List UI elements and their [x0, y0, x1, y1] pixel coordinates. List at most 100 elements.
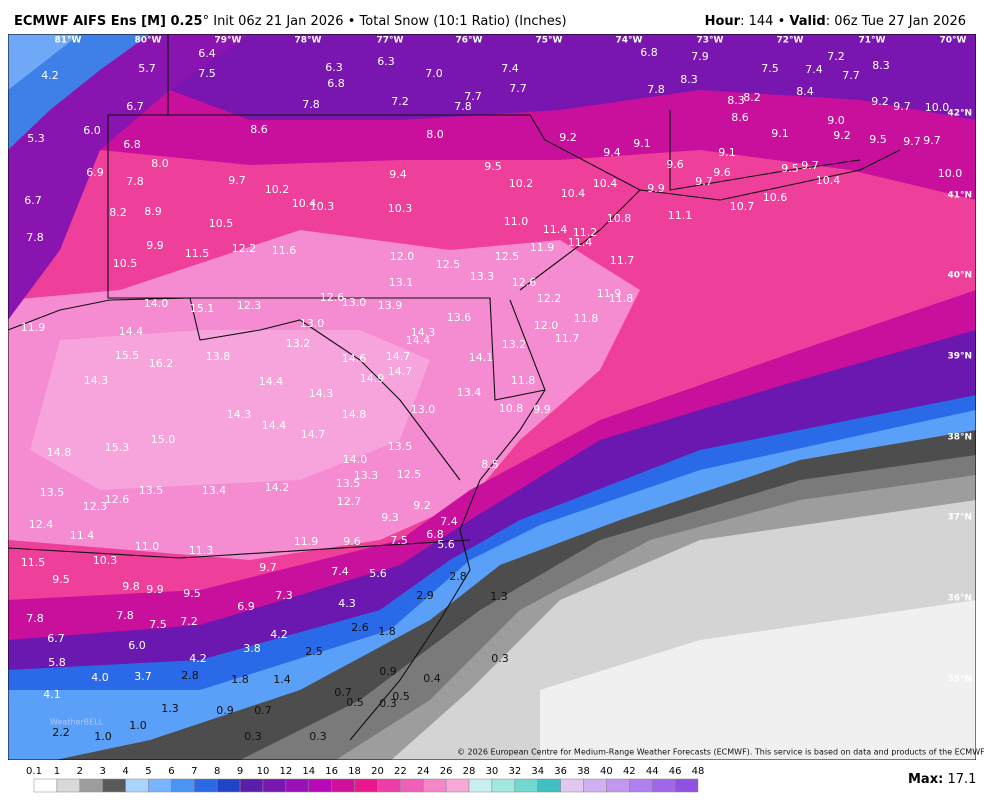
snow-amount: 10.3	[93, 554, 118, 567]
snow-amount: 6.0	[83, 124, 101, 137]
legend-swatch	[102, 778, 126, 793]
snow-amount: 1.3	[490, 590, 508, 603]
snow-amount: 6.9	[237, 600, 255, 613]
snow-amount: 12.4	[29, 518, 54, 531]
header-title: ECMWF AIFS Ens [M] 0.25° Init 06z 21 Jan…	[14, 14, 567, 29]
snow-amount: 7.4	[805, 63, 823, 76]
snow-amount: 7.8	[454, 100, 472, 113]
legend-swatch	[651, 778, 676, 793]
snow-amount: 10.2	[265, 183, 290, 196]
snow-amount: 7.8	[26, 231, 44, 244]
snow-amount: 13.0	[411, 403, 436, 416]
longitude-label: 72°W	[777, 36, 804, 46]
legend-tick-label: 34	[531, 766, 544, 777]
snow-amount: 15.1	[190, 302, 215, 315]
latitude-label: 41°N	[947, 191, 972, 201]
snow-amount: 1.4	[273, 673, 291, 686]
longitude-label: 78°W	[295, 36, 322, 46]
snow-amount: 9.6	[343, 535, 361, 548]
snow-amount: 9.7	[801, 159, 819, 172]
snow-amount: 6.7	[126, 100, 144, 113]
snow-amount: 8.3	[872, 59, 890, 72]
snow-amount: 12.6	[512, 276, 537, 289]
legend-tick-label: 28	[463, 766, 476, 777]
snow-amount: 0.5	[346, 696, 364, 709]
snow-amount: 8.6	[250, 123, 268, 136]
snow-amount: 1.8	[231, 673, 249, 686]
snow-amount: 4.2	[41, 69, 59, 82]
snow-amount: 14.9	[360, 372, 385, 385]
snow-amount: 7.5	[198, 67, 216, 80]
snow-amount: 11.0	[135, 540, 160, 553]
snow-amount: 13.8	[206, 350, 231, 363]
snow-amount: 6.8	[327, 77, 345, 90]
latitude-label: 37°N	[947, 513, 972, 523]
snow-amount: 6.9	[86, 166, 104, 179]
legend-tick-label: 38	[577, 766, 590, 777]
snow-amount: 4.2	[189, 652, 207, 665]
legend-swatch	[194, 778, 218, 793]
snow-amount: 9.8	[122, 580, 140, 593]
init: Init 06z 21 Jan 2026	[213, 14, 343, 29]
longitude-label: 70°W	[940, 36, 967, 46]
snow-amount: 14.4	[406, 334, 431, 347]
hour: : 144	[740, 14, 773, 29]
legend-tick-label: 48	[692, 766, 705, 777]
snow-amount: 6.8	[123, 138, 141, 151]
legend-tick-label: 16	[325, 766, 338, 777]
snow-amount: 9.1	[771, 127, 789, 140]
snow-amount: 12.5	[436, 258, 461, 271]
snow-amount: 13.9	[378, 299, 403, 312]
snow-amount: 9.9	[647, 182, 665, 195]
snow-amount: 0.5	[392, 690, 410, 703]
snow-shade	[540, 600, 976, 760]
legend-swatch	[125, 778, 149, 793]
snow-amount: 13.5	[139, 484, 164, 497]
legend-tick-label: 46	[669, 766, 682, 777]
legend-tick-label: 20	[371, 766, 384, 777]
snow-amount: 10.5	[113, 257, 138, 270]
snow-amount: 13.2	[286, 337, 311, 350]
snow-amount: 5.6	[437, 538, 455, 551]
snow-amount: 10.5	[209, 217, 234, 230]
snow-amount: 14.7	[386, 350, 411, 363]
snow-amount: 12.2	[232, 242, 257, 255]
snow-amount: 7.2	[391, 95, 409, 108]
snow-amount: 8.2	[109, 206, 127, 219]
snow-shade	[8, 34, 150, 150]
snow-amount: 10.3	[310, 200, 335, 213]
legend-swatch	[445, 778, 470, 793]
snow-amount: 9.2	[413, 499, 431, 512]
snow-amount: 13.3	[354, 469, 379, 482]
snow-amount: 11.9	[530, 241, 555, 254]
latitude-label: 40°N	[947, 271, 972, 281]
snow-amount: 13.4	[457, 386, 482, 399]
snow-amount: 9.6	[713, 166, 731, 179]
snow-amount: 13.6	[447, 311, 472, 324]
snow-amount: 11.8	[511, 374, 536, 387]
snow-amount: 9.5	[484, 160, 502, 173]
snow-amount: 7.7	[842, 69, 860, 82]
snow-amount: 10.3	[388, 202, 413, 215]
latitude-label: 39°N	[947, 352, 972, 362]
snow-amount: 9.7	[695, 175, 713, 188]
snow-amount: 9.6	[666, 158, 684, 171]
snow-amount: 11.3	[189, 544, 214, 557]
legend-tick-label: 8	[214, 766, 220, 777]
snow-amount: 0.3	[379, 697, 397, 710]
snow-amount: 13.0	[300, 317, 325, 330]
snow-amount: 9.5	[869, 133, 887, 146]
legend-swatch	[629, 778, 653, 793]
snow-amount: 12.6	[320, 291, 345, 304]
snow-amount: 8.9	[144, 205, 162, 218]
longitude-label: 81°W	[55, 36, 82, 46]
longitude-label: 80°W	[135, 36, 162, 46]
legend-tick-label: 36	[554, 766, 567, 777]
snow-amount: 1.0	[129, 719, 147, 732]
max-value: 17.1	[947, 772, 976, 787]
snow-amount: 9.3	[381, 511, 399, 524]
snow-amount: 11.4	[70, 529, 95, 542]
snow-amount: 14.6	[342, 352, 367, 365]
legend-swatch	[79, 778, 103, 793]
